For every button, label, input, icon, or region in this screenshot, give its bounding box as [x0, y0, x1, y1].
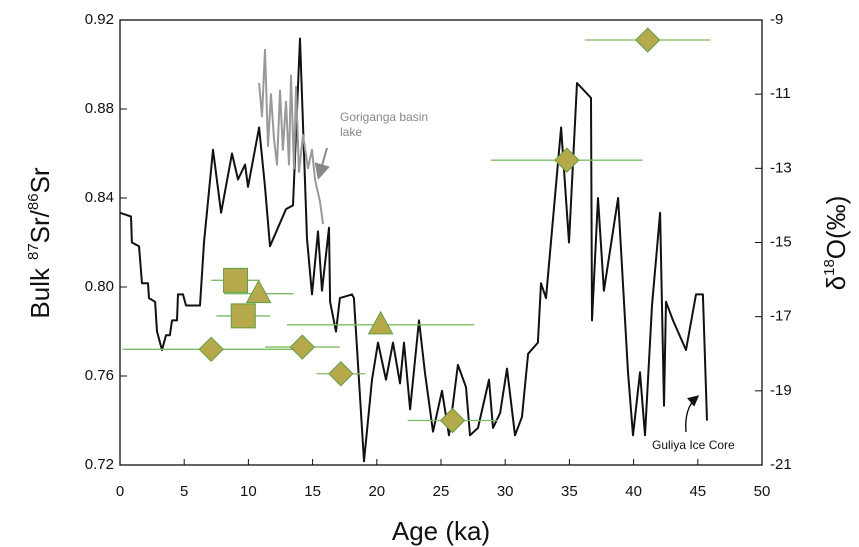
axis-label-part: Bulk: [25, 267, 55, 319]
x-tick-label: 10: [240, 483, 257, 500]
x-tick-label: 25: [433, 483, 450, 500]
annotation-arrow: [685, 395, 700, 433]
y-tick-label: 0.76: [85, 367, 114, 384]
data-marker: [635, 27, 661, 53]
y2-axis-label: δ18O(‰): [821, 196, 851, 291]
x-tick-label: 30: [497, 483, 514, 500]
annotation-arrow: [314, 147, 330, 180]
y2-tick-label: -17: [770, 308, 792, 325]
annotation: lake: [340, 125, 362, 139]
data-marker: [289, 334, 316, 360]
y-tick-label: 0.84: [85, 189, 114, 206]
x-tick-label: 0: [116, 483, 124, 500]
axis-label-part: 18: [821, 259, 838, 276]
x-tick-label: 45: [689, 483, 706, 500]
x-tick-label: 40: [625, 483, 642, 500]
y-tick-label: 0.72: [85, 456, 114, 473]
data-marker: [328, 361, 354, 387]
y2-tick-label: -11: [770, 85, 791, 102]
axis-label-part: 86: [25, 193, 42, 210]
y-tick-label: 0.92: [85, 11, 114, 28]
x-tick-label: 20: [368, 483, 385, 500]
y-tick-label: 0.80: [85, 278, 114, 295]
y2-tick-label: -9: [770, 11, 783, 28]
y2-tick-label: -19: [770, 382, 792, 399]
axis-label-part: Sr: [25, 167, 55, 193]
y2-tick-label: -13: [770, 159, 792, 176]
y2-tick-label: -21: [770, 456, 792, 473]
data-marker: [198, 336, 224, 363]
data-marker: [367, 310, 394, 335]
x-axis-label: Age (ka): [392, 516, 490, 546]
annotation: Goriganga basin: [340, 110, 428, 124]
annotation: Guliya Ice Core: [652, 438, 735, 452]
data-marker: [223, 267, 249, 293]
data-marker: [554, 147, 580, 173]
y2-tick-label: -15: [770, 233, 792, 250]
x-tick-label: 35: [561, 483, 578, 500]
axis-label-part: Sr/: [25, 209, 55, 243]
x-tick-label: 5: [180, 483, 188, 500]
axis-label-part: 87: [25, 243, 42, 260]
axis-label-part: O(‰): [821, 196, 851, 260]
x-tick-label: 15: [304, 483, 321, 500]
y-tick-label: 0.88: [85, 100, 114, 117]
data-line: [119, 37, 708, 463]
data-marker: [439, 407, 466, 434]
data-marker: [245, 279, 272, 304]
x-tick-label: 50: [754, 483, 771, 500]
data-marker: [230, 303, 256, 329]
axis-label-part: δ: [821, 276, 851, 290]
y-axis-label: Bulk 87Sr/86Sr: [25, 167, 55, 319]
data-line: [258, 48, 324, 225]
